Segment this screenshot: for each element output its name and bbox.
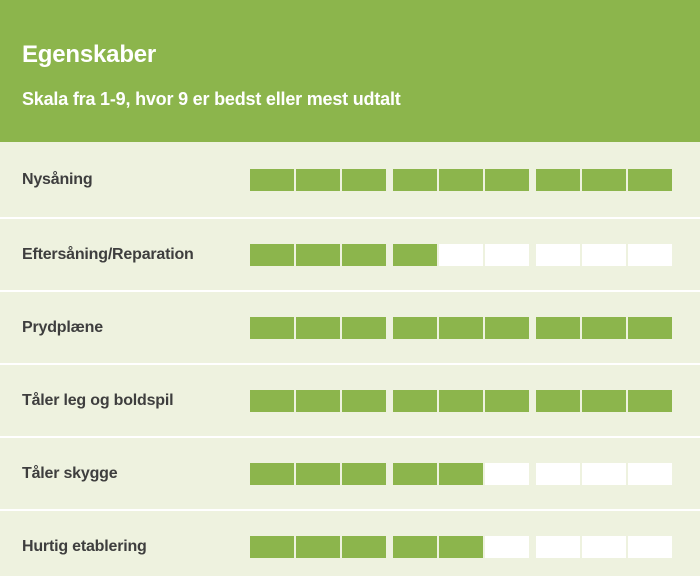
rating-segment-group — [393, 168, 529, 191]
rating-segment-filled — [342, 316, 386, 339]
property-row: Nysåning — [0, 142, 700, 217]
rating-segment-group — [393, 316, 529, 339]
rating-segment-empty — [628, 535, 672, 558]
rating-segment-empty — [536, 243, 580, 266]
rating-segment-empty — [485, 535, 529, 558]
rating-segment-filled — [342, 243, 386, 266]
rating-scale — [250, 316, 672, 339]
rating-segment-filled — [628, 316, 672, 339]
property-list: Nysåning Eftersåning/Reparation Prydplæn… — [0, 142, 700, 576]
rating-segment-filled — [296, 389, 340, 412]
card-title: Egenskaber — [22, 41, 157, 68]
rating-segment-filled — [250, 535, 294, 558]
rating-segment-group — [536, 316, 672, 339]
rating-segment-group — [536, 243, 672, 266]
rating-segment-group — [250, 535, 386, 558]
property-label: Hurtig etablering — [22, 537, 147, 555]
rating-segment-filled — [296, 316, 340, 339]
rating-segment-filled — [250, 316, 294, 339]
rating-segment-filled — [628, 389, 672, 412]
property-label: Tåler leg og boldspil — [22, 391, 174, 409]
rating-scale — [250, 462, 672, 485]
property-row: Tåler leg og boldspil — [0, 363, 700, 436]
rating-segment-filled — [342, 535, 386, 558]
rating-segment-group — [393, 535, 529, 558]
rating-segment-filled — [296, 168, 340, 191]
card-subtitle: Skala fra 1-9, hvor 9 er bedst eller mes… — [22, 89, 401, 109]
rating-segment-filled — [439, 316, 483, 339]
rating-segment-filled — [439, 168, 483, 191]
property-label: Prydplæne — [22, 318, 103, 336]
rating-segment-filled — [393, 389, 437, 412]
rating-segment-filled — [393, 316, 437, 339]
rating-segment-group — [250, 168, 386, 191]
rating-segment-group — [536, 168, 672, 191]
rating-segment-filled — [342, 389, 386, 412]
rating-segment-empty — [582, 243, 626, 266]
rating-segment-filled — [393, 535, 437, 558]
rating-segment-filled — [628, 168, 672, 191]
rating-segment-group — [250, 462, 386, 485]
rating-segment-filled — [250, 462, 294, 485]
rating-segment-filled — [582, 168, 626, 191]
rating-segment-group — [393, 462, 529, 485]
rating-segment-filled — [582, 389, 626, 412]
rating-segment-filled — [296, 243, 340, 266]
property-label: Tåler skygge — [22, 464, 118, 482]
rating-segment-empty — [582, 462, 626, 485]
rating-segment-filled — [342, 168, 386, 191]
property-row: Hurtig etablering — [0, 509, 700, 576]
rating-segment-empty — [536, 535, 580, 558]
rating-segment-group — [250, 316, 386, 339]
rating-segment-empty — [628, 243, 672, 266]
rating-segment-filled — [393, 168, 437, 191]
rating-segment-filled — [439, 462, 483, 485]
rating-segment-filled — [485, 316, 529, 339]
rating-segment-group — [393, 389, 529, 412]
rating-segment-group — [536, 389, 672, 412]
rating-segment-filled — [485, 168, 529, 191]
rating-segment-filled — [342, 462, 386, 485]
rating-scale — [250, 243, 672, 266]
card-header: Egenskaber Skala fra 1-9, hvor 9 er beds… — [0, 0, 700, 142]
rating-segment-empty — [439, 243, 483, 266]
rating-segment-empty — [582, 535, 626, 558]
rating-segment-filled — [439, 535, 483, 558]
property-label: Nysåning — [22, 170, 93, 188]
property-row: Eftersåning/Reparation — [0, 217, 700, 290]
rating-segment-group — [536, 462, 672, 485]
rating-segment-filled — [536, 389, 580, 412]
rating-segment-group — [393, 243, 529, 266]
rating-segment-group — [250, 389, 386, 412]
rating-segment-empty — [628, 462, 672, 485]
rating-segment-filled — [296, 535, 340, 558]
rating-segment-filled — [250, 389, 294, 412]
rating-segment-filled — [250, 243, 294, 266]
rating-segment-filled — [485, 389, 529, 412]
rating-scale — [250, 168, 672, 191]
property-label: Eftersåning/Reparation — [22, 245, 194, 263]
rating-segment-filled — [250, 168, 294, 191]
rating-segment-empty — [485, 243, 529, 266]
rating-segment-filled — [393, 462, 437, 485]
rating-segment-filled — [536, 316, 580, 339]
rating-segment-group — [536, 535, 672, 558]
rating-segment-filled — [582, 316, 626, 339]
rating-segment-filled — [393, 243, 437, 266]
rating-segment-filled — [439, 389, 483, 412]
rating-segment-empty — [485, 462, 529, 485]
property-row: Prydplæne — [0, 290, 700, 363]
rating-segment-group — [250, 243, 386, 266]
property-row: Tåler skygge — [0, 436, 700, 509]
rating-scale — [250, 535, 672, 558]
rating-segment-filled — [536, 168, 580, 191]
rating-segment-filled — [296, 462, 340, 485]
rating-scale — [250, 389, 672, 412]
rating-segment-empty — [536, 462, 580, 485]
